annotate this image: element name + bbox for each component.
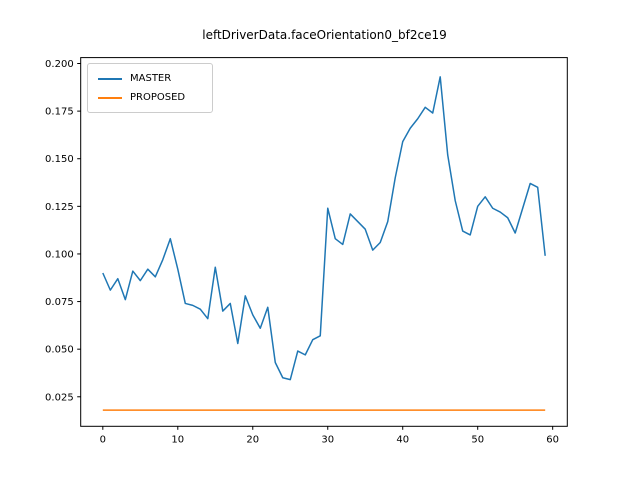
y-tick-label: 0.100 [45,249,74,260]
y-tick-label: 0.025 [45,392,74,403]
axes-frame [80,57,568,427]
x-tick-label: 20 [246,434,259,445]
legend-label-proposed: PROPOSED [130,92,186,103]
x-tick-label: 40 [396,434,409,445]
legend-item-proposed: PROPOSED [98,88,202,107]
y-tick-label: 0.050 [45,345,74,356]
master-line [102,76,546,381]
x-tick-label: 10 [171,434,184,445]
legend-item-master: MASTER [98,69,202,88]
y-tick-label: 0.150 [45,154,74,165]
x-tick-label: 50 [471,434,484,445]
x-tick-label: 60 [546,434,559,445]
chart-title: leftDriverData.faceOrientation0_bf2ce19 [202,28,447,42]
y-tick-label: 0.075 [45,297,74,308]
legend: MASTER PROPOSED [87,63,213,113]
x-tick-label: 30 [321,434,334,445]
proposed-line-swatch [98,96,122,99]
master-line-swatch [98,77,122,80]
y-tick-label: 0.200 [45,59,74,70]
legend-label-master: MASTER [130,73,172,84]
y-tick-label: 0.175 [45,107,74,118]
y-tick-label: 0.125 [45,202,74,213]
x-tick-label: 0 [100,434,106,445]
